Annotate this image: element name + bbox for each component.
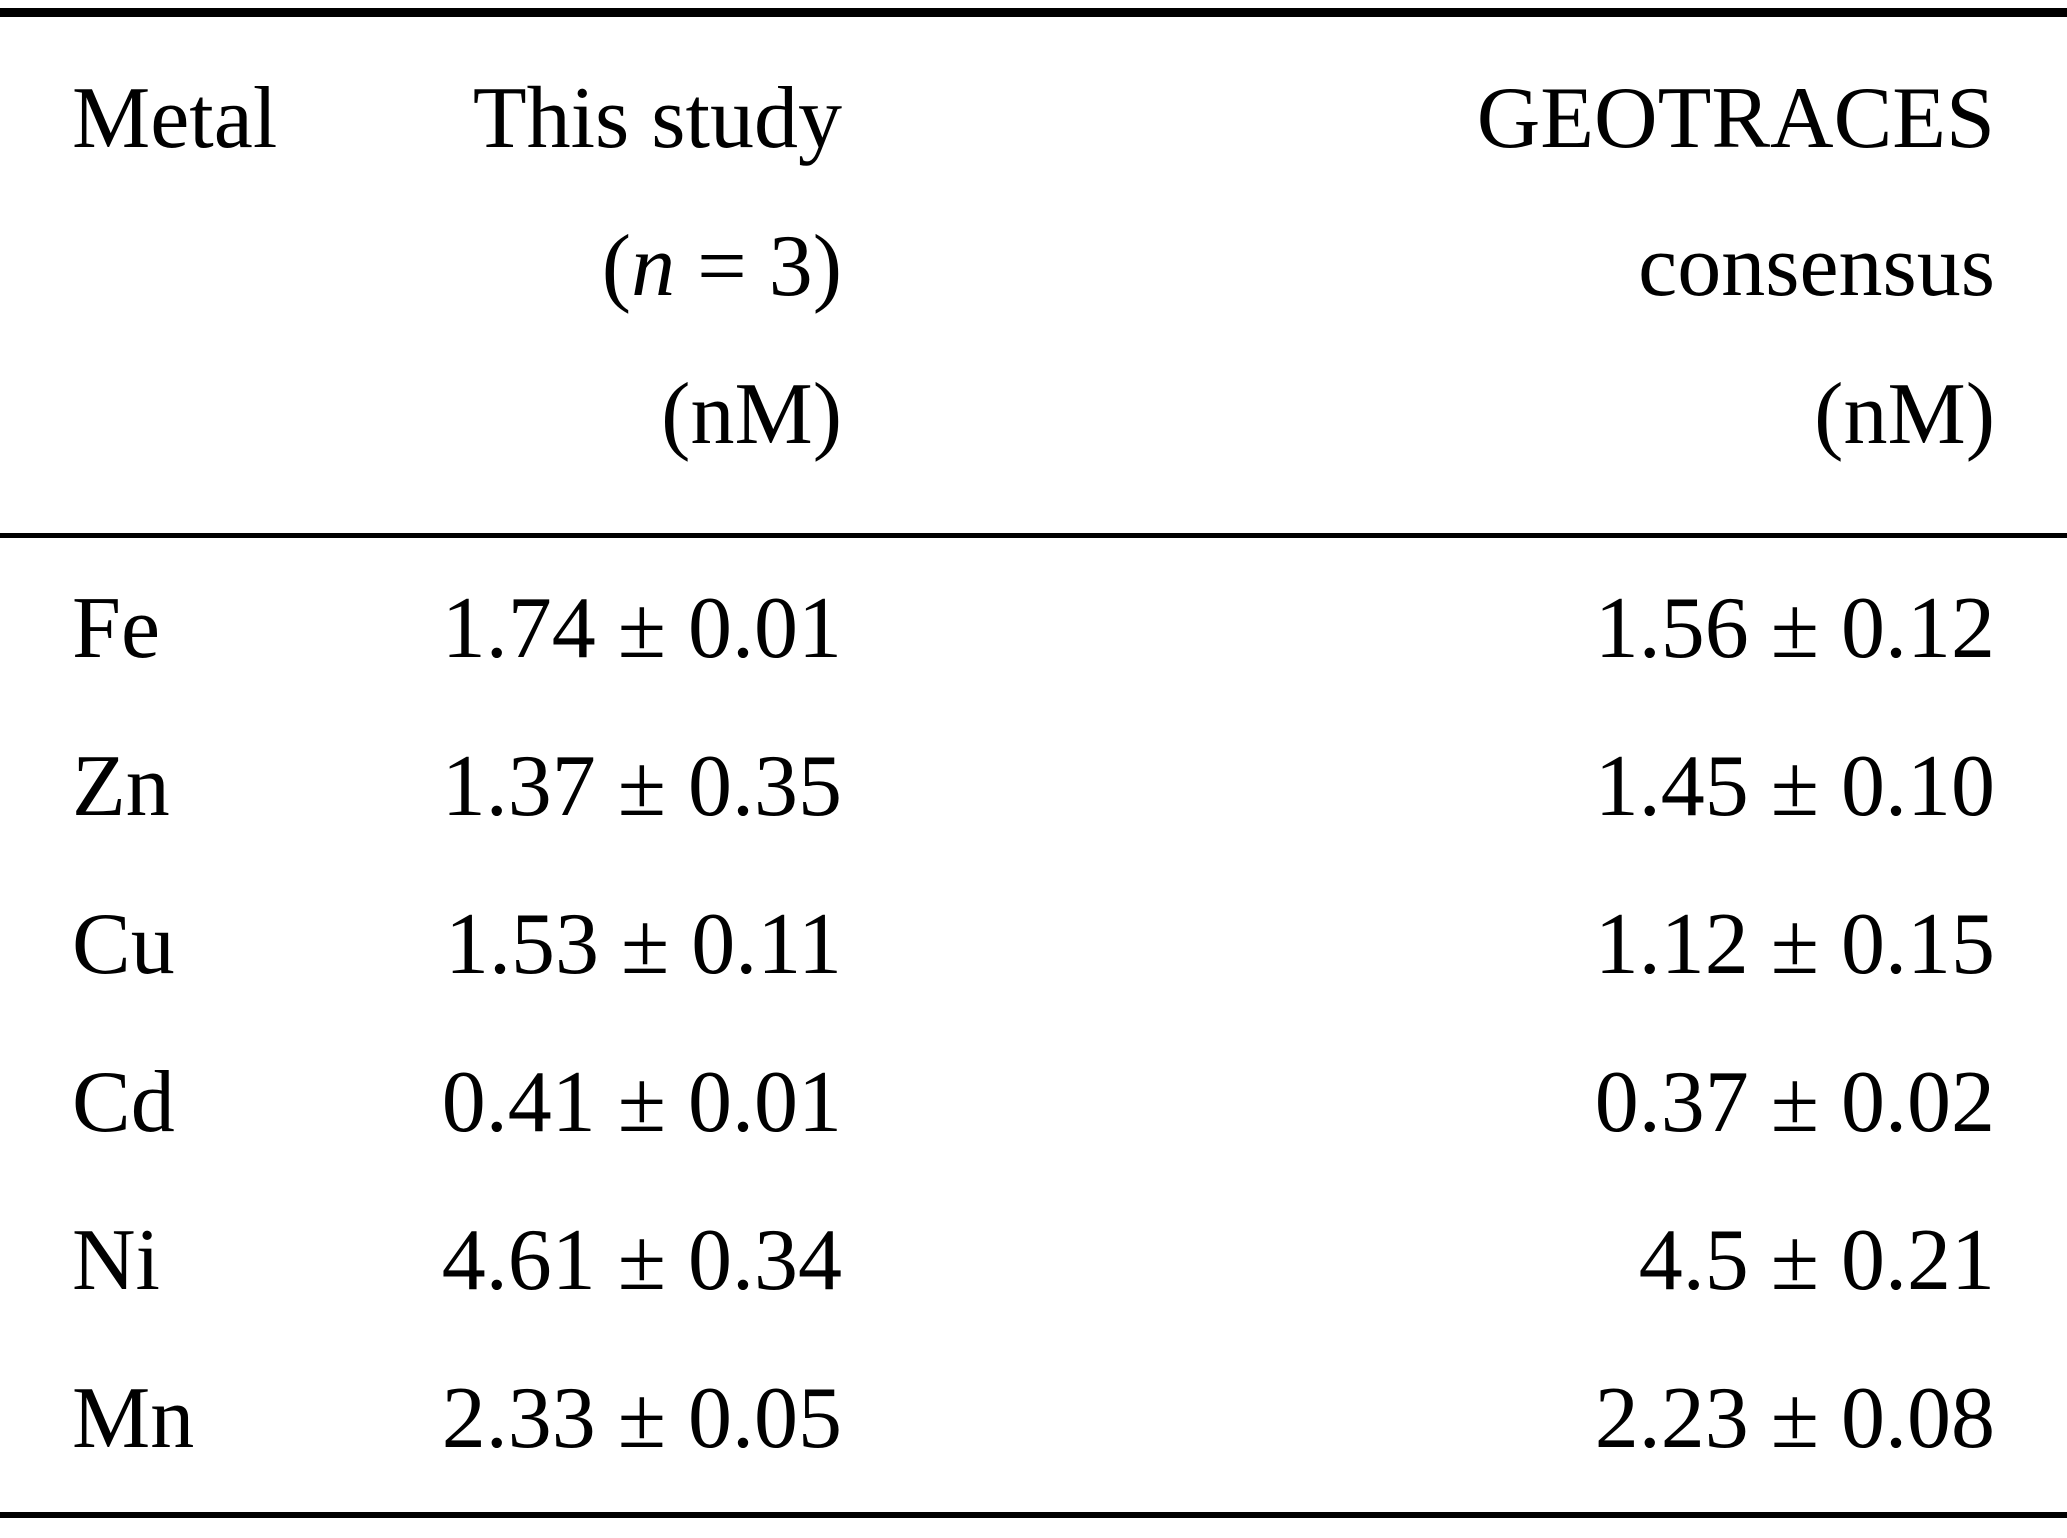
header-this-study: This study (n = 3) (nM) [402,45,842,489]
metal-cell: Cd [72,1054,175,1151]
table-body: Fe 1.74 ± 0.01 1.56 ± 0.12 Zn 1.37 ± 0.3… [0,538,2067,1512]
header-geotraces-line2: consensus [1638,218,1995,315]
metal-cell: Cu [72,896,175,993]
header-geotraces-units: (nM) [1814,366,1995,463]
consensus-cell: 1.12 ± 0.15 [1594,896,1995,993]
this-study-cell: 1.74 ± 0.01 [441,580,842,677]
header-geotraces: GEOTRACES consensus (nM) [842,45,1995,489]
consensus-cell: 4.5 ± 0.21 [1638,1212,1995,1309]
metal-cell: Fe [72,580,160,677]
table-row: Fe 1.74 ± 0.01 1.56 ± 0.12 [72,550,1995,708]
table-header-row: Metal This study (n = 3) (nM) GEOTRACES … [0,17,2067,533]
metal-cell: Mn [72,1370,195,1467]
consensus-cell: 0.37 ± 0.02 [1594,1054,1995,1151]
table-row: Mn 2.33 ± 0.05 2.23 ± 0.08 [72,1340,1995,1498]
n-variable: n [631,218,676,315]
metals-comparison-table: Metal This study (n = 3) (nM) GEOTRACES … [0,8,2067,1518]
consensus-cell: 1.56 ± 0.12 [1594,580,1995,677]
header-geotraces-line1: GEOTRACES [1476,70,1995,167]
table-top-rule [0,8,2067,17]
header-metal-label: Metal [72,70,278,167]
this-study-cell: 1.37 ± 0.35 [441,738,842,835]
table-row: Ni 4.61 ± 0.34 4.5 ± 0.21 [72,1182,1995,1340]
header-metal: Metal [72,45,402,193]
this-study-cell: 2.33 ± 0.05 [441,1370,842,1467]
header-this-study-units: (nM) [661,366,842,463]
consensus-cell: 1.45 ± 0.10 [1594,738,1995,835]
this-study-cell: 4.61 ± 0.34 [441,1212,842,1309]
paren-open: ( [601,218,632,315]
this-study-cell: 0.41 ± 0.01 [441,1054,842,1151]
n-equals-3: = 3) [675,218,842,315]
consensus-cell: 2.23 ± 0.08 [1594,1370,1995,1467]
table-row: Cu 1.53 ± 0.11 1.12 ± 0.15 [72,866,1995,1024]
metal-cell: Ni [72,1212,160,1309]
header-this-study-line2: (n = 3) [402,193,842,341]
table-mid-rule [0,533,2067,538]
header-this-study-line1: This study [472,70,842,167]
this-study-cell: 1.53 ± 0.11 [444,896,842,993]
table-row: Cd 0.41 ± 0.01 0.37 ± 0.02 [72,1024,1995,1182]
table-bottom-rule [0,1512,2067,1518]
metal-cell: Zn [72,738,170,835]
table-row: Zn 1.37 ± 0.35 1.45 ± 0.10 [72,708,1995,866]
